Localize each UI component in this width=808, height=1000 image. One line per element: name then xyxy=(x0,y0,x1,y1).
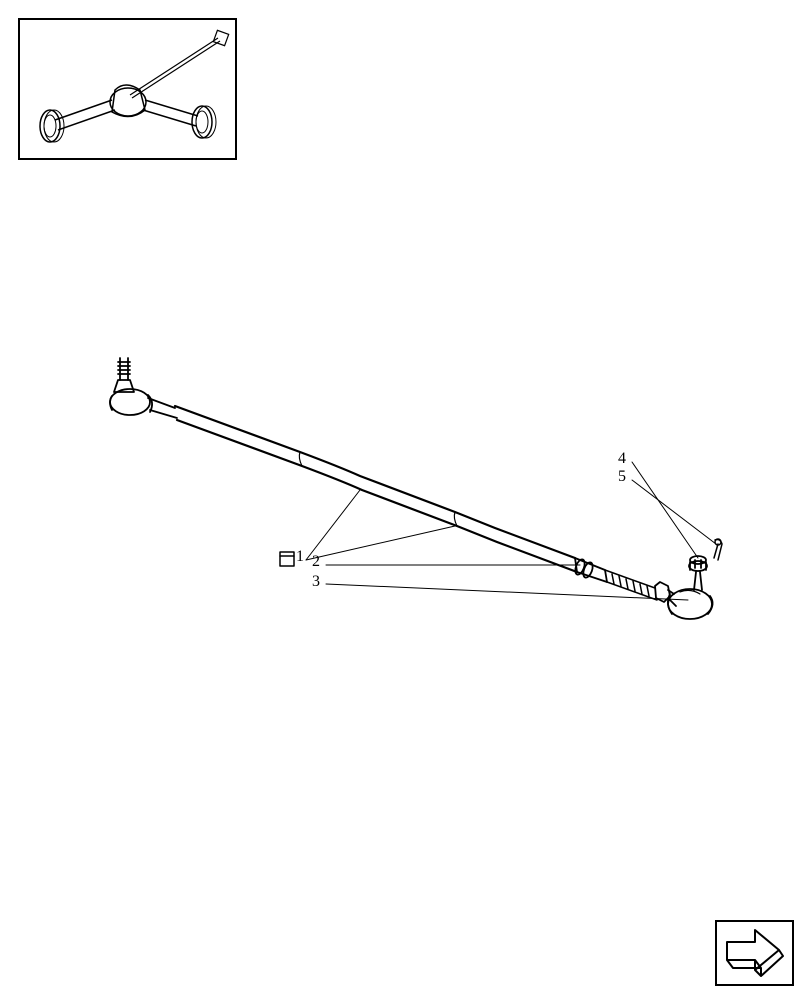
callout-label-2: 2 xyxy=(312,553,320,571)
main-diagram xyxy=(0,0,808,1000)
callout-label-3: 3 xyxy=(312,573,320,591)
callout-label-5: 5 xyxy=(618,468,626,486)
callout-label-1: 1 xyxy=(296,548,304,566)
callout-label-4: 4 xyxy=(618,450,626,468)
cotter-pin xyxy=(714,539,722,560)
right-ball-joint xyxy=(655,539,722,619)
left-ball-joint xyxy=(110,358,177,418)
next-page-icon[interactable] xyxy=(715,920,794,986)
bracket-marker xyxy=(280,552,294,566)
callout-leaders xyxy=(306,462,716,600)
threaded-section xyxy=(605,570,657,600)
rod-transition xyxy=(575,558,607,582)
diagram-page: 1 2 3 4 5 xyxy=(0,0,808,1000)
tie-rod-tube xyxy=(175,406,577,572)
